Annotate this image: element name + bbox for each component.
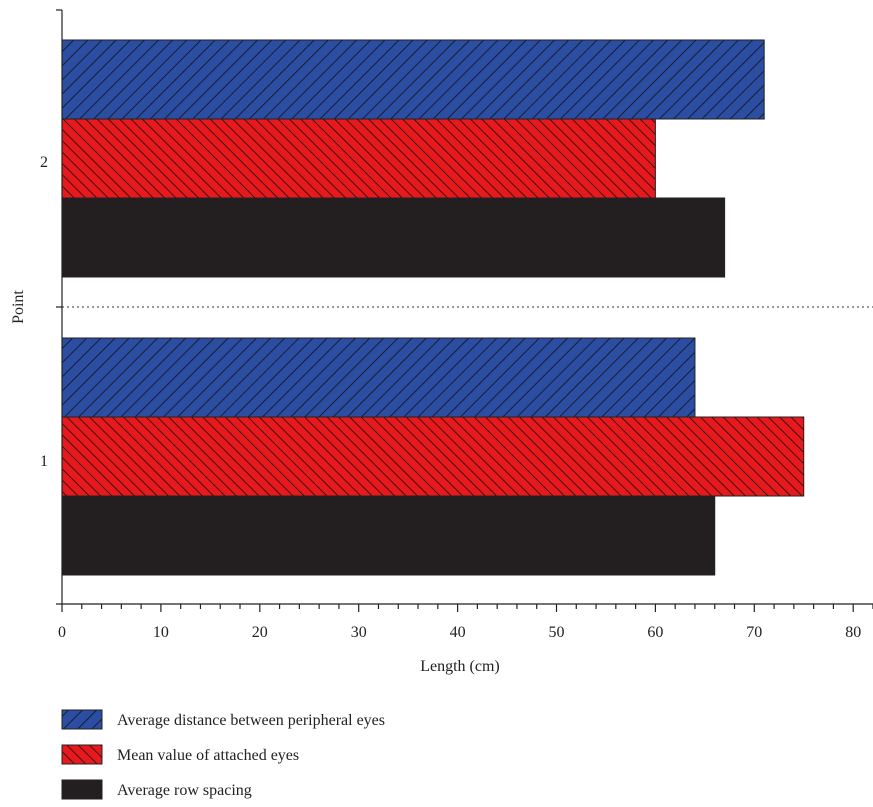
y-tick-label-1: 1	[40, 453, 48, 470]
bars-group	[61, 39, 805, 576]
bar-point-1-series-1	[61, 337, 696, 418]
legend: Average distance between peripheral eyes…	[61, 709, 385, 800]
x-tick-label-10: 10	[153, 624, 169, 641]
legend-swatch-3	[61, 779, 103, 800]
x-tick-label-0: 0	[58, 624, 66, 641]
x-tick-label-30: 30	[351, 624, 367, 641]
bar-point-1-series-3	[61, 495, 716, 576]
bar-point-2-series-3	[61, 197, 726, 278]
y-axis-title: Point	[10, 290, 27, 324]
legend-label-1: Average distance between peripheral eyes	[117, 712, 385, 729]
x-tick-label-40: 40	[450, 624, 466, 641]
legend-swatch-1	[61, 709, 103, 730]
x-tick-label-20: 20	[252, 624, 268, 641]
bar-point-1-series-2	[61, 416, 805, 497]
legend-label-3: Average row spacing	[117, 782, 252, 799]
legend-swatch-2	[61, 744, 103, 765]
x-ticks-group: 0 10 20 30 40 50 60 70 80	[58, 604, 873, 641]
bar-point-2-series-1	[61, 39, 765, 120]
bar-point-2-series-2	[61, 118, 656, 199]
x-tick-label-60: 60	[647, 624, 663, 641]
x-tick-label-70: 70	[746, 624, 762, 641]
x-tick-label-50: 50	[549, 624, 565, 641]
legend-label-2: Mean value of attached eyes	[117, 747, 299, 764]
y-tick-labels-group: 12	[40, 154, 48, 470]
x-tick-label-80: 80	[845, 624, 861, 641]
x-axis-title: Length (cm)	[420, 658, 500, 675]
y-tick-label-2: 2	[40, 154, 48, 171]
